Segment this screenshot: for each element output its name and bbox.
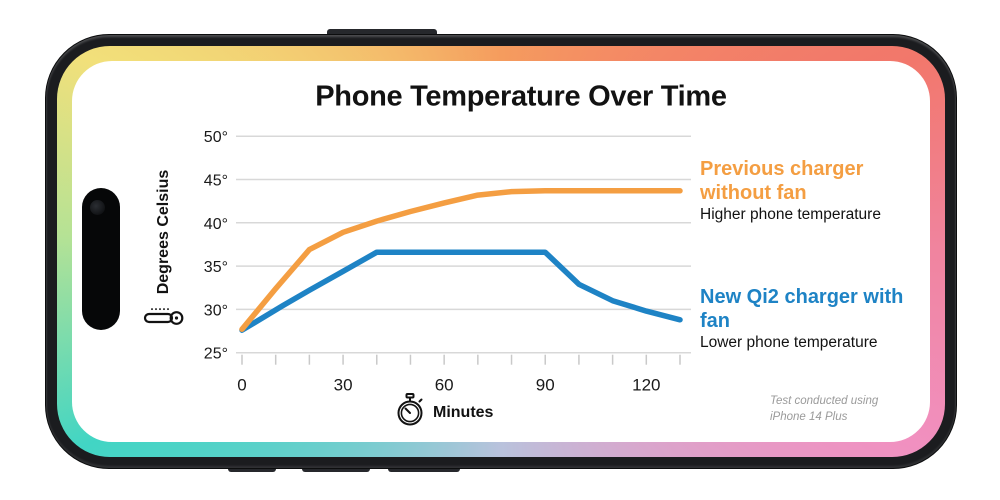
- front-camera-icon: [90, 200, 105, 215]
- y-tick-label: 40°: [204, 216, 228, 233]
- legend-previous-note: Higher phone temperature: [700, 206, 881, 223]
- page-title: Phone Temperature Over Time: [315, 80, 727, 113]
- x-tick-label: 90: [536, 376, 555, 395]
- x-tick-label: 60: [435, 376, 454, 395]
- y-axis-label: Degrees Celsius: [155, 169, 172, 295]
- dynamic-island: [82, 188, 120, 330]
- y-tick-label: 30°: [204, 302, 228, 319]
- series-line-previous-charger-without-fan: [239, 188, 683, 333]
- y-tick-label: 25°: [204, 346, 228, 363]
- footnote-line2: iPhone 14 Plus: [770, 410, 848, 423]
- footnote-line1: Test conducted using: [770, 395, 879, 407]
- x-tick-label: 0: [237, 376, 246, 395]
- legend-previous-charger: Previous charger without fan: [700, 158, 864, 204]
- y-tick-label: 45°: [204, 173, 228, 190]
- thermometer-icon: [143, 301, 185, 334]
- y-tick-label: 50°: [204, 129, 228, 146]
- series-line-new-qi2-charger-with-fan: [239, 249, 683, 333]
- x-axis-label-group: Minutes: [394, 392, 493, 433]
- x-tick-label: 30: [334, 376, 353, 395]
- x-tick-label: 120: [632, 376, 660, 395]
- x-axis-label: Minutes: [433, 403, 494, 421]
- legend-new-note: Lower phone temperature: [700, 334, 878, 351]
- y-tick-label: 35°: [204, 259, 228, 276]
- stopwatch-icon: [394, 392, 426, 433]
- legend-new-charger: New Qi2 charger with fan: [700, 286, 904, 332]
- footnote: Test conducted using iPhone 14 Plus: [770, 394, 910, 425]
